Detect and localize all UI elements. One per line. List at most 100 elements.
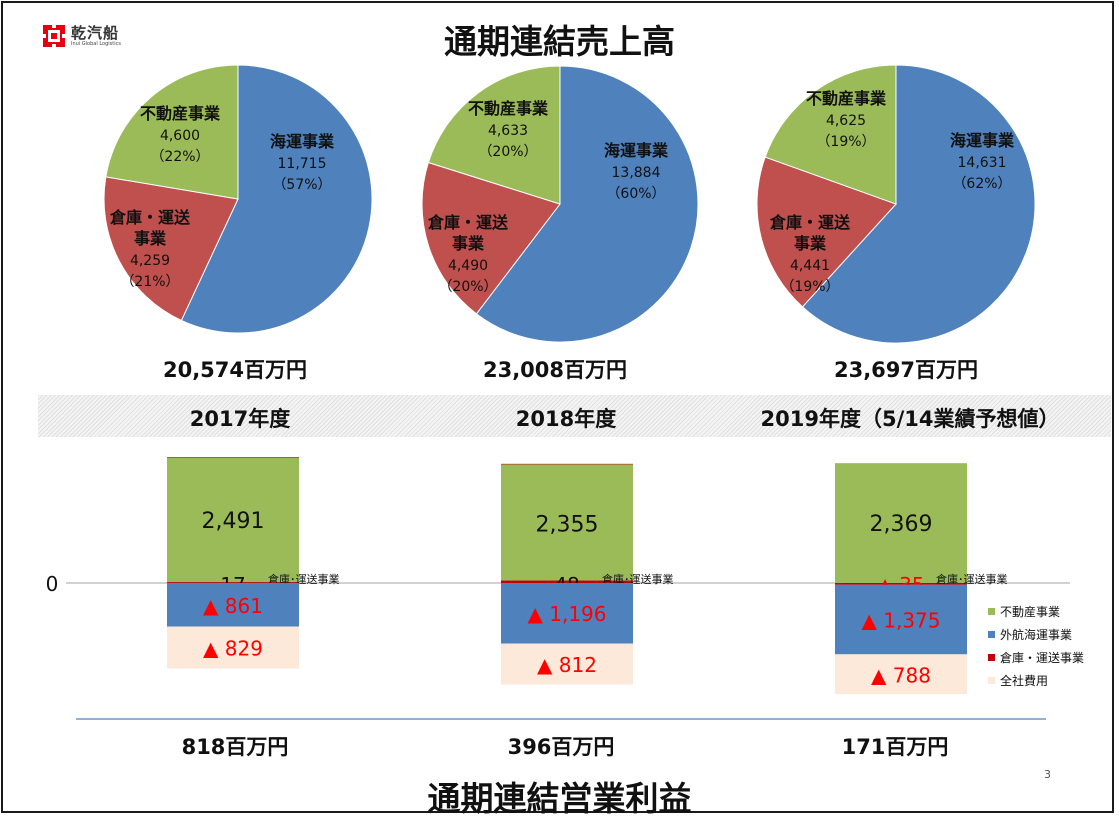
legend-swatch	[988, 608, 995, 615]
pie-slice-value: 4,600	[160, 128, 200, 144]
operating-profit-chart: 0 2,49117倉庫･運送事業▲ 861▲ 8292,35548倉庫･運送事業…	[46, 457, 1070, 720]
bar-tag-warehouse: 倉庫･運送事業	[268, 572, 340, 586]
pie-slice-real-estate	[427, 65, 561, 205]
pie-slice-name: 倉庫・運送	[769, 213, 851, 232]
sales-total-2017: 20,574百万円	[162, 358, 308, 382]
legend-swatch	[988, 631, 995, 638]
pie-slice-value: 4,633	[488, 123, 528, 139]
bar-label-real-estate: 2,491	[202, 509, 265, 534]
pie-slice-name: 不動産事業	[140, 104, 221, 123]
pie-slice-name: 海運事業	[270, 132, 335, 151]
pie-slice-real-estate	[105, 64, 239, 200]
bar-tag-warehouse: 倉庫･運送事業	[936, 572, 1008, 586]
bar-label-shipping: ▲ 861	[203, 594, 263, 618]
legend-label: 外航海運事業	[1000, 628, 1073, 642]
bar-legend: 不動産事業 外航海運事業 倉庫・運送事業 全社費用	[988, 600, 1084, 692]
bar-real-estate	[501, 463, 633, 583]
logo-tagline: Inui Global Logistics	[71, 41, 121, 47]
legend-item: 不動産事業	[988, 600, 1084, 623]
sales-total-2019: 23,697百万円	[833, 358, 979, 382]
pie-slice-percent: （19%）	[816, 134, 875, 150]
bar-label-real-estate: 2,355	[536, 512, 599, 537]
pie-slice-name: 倉庫・運送	[427, 213, 509, 232]
pie-slice-percent: （22%）	[150, 149, 209, 165]
bar-real-estate	[167, 457, 299, 583]
legend-item: 外航海運事業	[988, 623, 1084, 646]
bar-warehouse	[501, 463, 633, 465]
bar-corporate	[167, 626, 299, 669]
bar-corporate	[835, 654, 967, 695]
bar-corporate	[501, 643, 633, 685]
footer-title: 通期連結営業利益	[427, 779, 692, 818]
pie-slice-percent: （21%）	[120, 274, 179, 290]
legend-swatch	[988, 654, 995, 661]
operating-profit-2019: 171百万円	[841, 735, 949, 759]
pie-slice-value: 4,441	[790, 258, 830, 274]
pie-slice-name: 倉庫・運送	[109, 208, 191, 227]
legend-label: 不動産事業	[1000, 605, 1061, 619]
bar-warehouse	[167, 582, 299, 583]
pie-slice-name: 不動産事業	[468, 99, 549, 118]
pie-slice-shipping	[801, 64, 1036, 344]
pie-slice-value: 13,884	[612, 165, 661, 181]
year-label-2019: 2019年度（5/14業績予想値）	[760, 407, 1060, 431]
pie-slice-real-estate	[764, 64, 897, 205]
pie-slice-percent: （19%）	[780, 279, 839, 295]
year-label-2017: 2017年度	[189, 407, 291, 431]
pie-slice-name: 事業	[134, 229, 167, 248]
pie-chart-2019: 海運事業 14,631 （62%） 倉庫・運送事業 4,441 （19%） 不動産事業 4,6…	[756, 64, 1036, 344]
year-label-2018: 2018年度	[515, 407, 617, 431]
pie-slice-value: 4,625	[826, 113, 866, 129]
pie-slice-name: 海運事業	[950, 131, 1015, 150]
sales-total-2018: 23,008百万円	[482, 358, 628, 382]
bar-tag-warehouse: 倉庫･運送事業	[602, 572, 674, 586]
company-logo: 乾汽船 Inui Global Logistics	[43, 25, 121, 48]
pie-chart-2017: 海運事業 11,715 （57%） 倉庫・運送事業 4,259 （21%） 不動産事業 4,6…	[103, 64, 373, 334]
operating-profit-2018: 396百万円	[507, 735, 615, 759]
bar-shipping	[167, 583, 299, 627]
bar-shipping	[835, 584, 967, 655]
legend-item: 倉庫・運送事業	[988, 646, 1084, 669]
bar-label-shipping: ▲ 1,196	[528, 602, 607, 626]
pie-slice-name: 事業	[794, 234, 827, 253]
pie-slice-percent: （57%）	[272, 177, 331, 193]
pie-slice-percent: （62%）	[952, 176, 1011, 192]
pie-slice-warehouse	[103, 176, 239, 322]
legend-label: 全社費用	[1000, 674, 1049, 688]
bar-warehouse	[501, 580, 633, 583]
pie-chart-2018: 海運事業 13,884 （60%） 倉庫・運送事業 4,490 （20%） 不動産事業 4,6…	[421, 65, 699, 343]
pie-slice-value: 4,490	[448, 258, 488, 274]
pie-slice-name: 事業	[452, 234, 485, 253]
legend-item: 全社費用	[988, 669, 1084, 692]
operating-profit-2017: 818百万円	[181, 735, 289, 759]
page-number: 3	[1044, 768, 1051, 781]
bar-label-real-estate: 2,369	[870, 512, 933, 537]
legend-label: 倉庫・運送事業	[1000, 651, 1085, 665]
legend-swatch	[988, 677, 995, 684]
pie-slice-percent: （20%）	[438, 279, 497, 295]
bar-real-estate	[835, 463, 967, 583]
pie-slice-name: 不動産事業	[806, 89, 887, 108]
bar-shipping	[501, 583, 633, 644]
bar-label-corporate: ▲ 788	[871, 663, 931, 687]
pie-slice-value: 11,715	[278, 156, 327, 172]
pie-slice-warehouse	[756, 156, 897, 308]
year-band	[38, 395, 1111, 437]
pie-slice-shipping	[475, 65, 699, 343]
bar-label-shipping: ▲ 1,375	[862, 609, 941, 633]
pie-slice-name: 海運事業	[604, 141, 669, 160]
zero-axis-label: 0	[46, 572, 59, 596]
pie-slice-value: 14,631	[958, 155, 1007, 171]
pie-slice-percent: （20%）	[478, 144, 537, 160]
page-title: 通期連結売上高	[444, 22, 675, 61]
pie-slice-warehouse	[421, 161, 561, 315]
bar-label-corporate: ▲ 812	[537, 653, 597, 677]
bar-warehouse	[835, 583, 967, 585]
pie-slice-value: 4,259	[130, 253, 170, 269]
pie-slice-shipping	[180, 64, 373, 334]
logo-mark-icon	[43, 25, 65, 47]
bar-label-corporate: ▲ 829	[203, 637, 263, 661]
bar-warehouse	[167, 457, 299, 458]
pie-slice-percent: （60%）	[606, 186, 665, 202]
logo-name: 乾汽船	[71, 24, 120, 42]
